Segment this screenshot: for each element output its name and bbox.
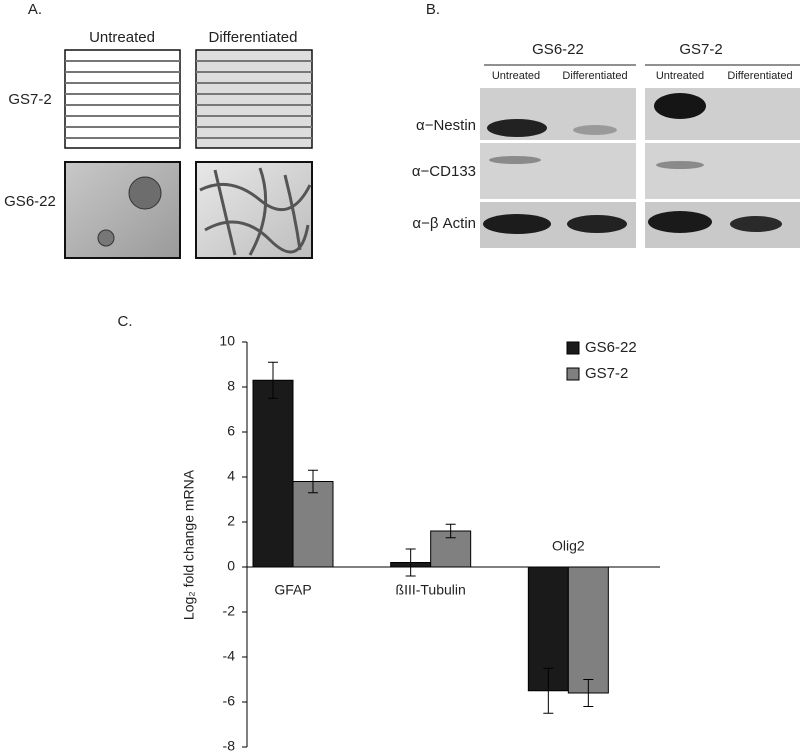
error-bar [268, 361, 278, 399]
row-label: GS6-22 [4, 193, 56, 210]
band [730, 216, 782, 232]
column-header: Differentiated [727, 70, 792, 82]
panel-label: C. [118, 313, 133, 330]
band [573, 125, 617, 135]
band [648, 211, 712, 233]
column-header: Untreated [89, 29, 155, 46]
chart: -8 -6 -4 -2 0 2 4 6 8 10 GFAP ßIII-Tubulin Olig2 GS6-… [219, 333, 660, 754]
band [487, 119, 547, 137]
bar [292, 481, 334, 568]
cell-sphere [128, 176, 162, 210]
band [489, 156, 541, 164]
y-tick-label: -8 [223, 738, 236, 754]
panel-label: A. [28, 1, 42, 18]
x-tick-label: Olig2 [552, 538, 585, 554]
micrograph [195, 161, 313, 259]
y-tick-label: -4 [223, 648, 236, 664]
image-frame [195, 49, 313, 149]
bar [567, 566, 609, 694]
legend-label: GS6-22 [585, 339, 637, 356]
error-bar [543, 667, 554, 714]
row-label: GS7-2 [8, 91, 51, 108]
band [656, 161, 704, 169]
row-label: α−Nestin [416, 117, 476, 134]
x-tick-label: GFAP [274, 582, 311, 598]
y-tick-label: 10 [219, 333, 235, 349]
blots [480, 88, 800, 248]
group-header: GS7-2 [679, 41, 722, 58]
legend-swatch [566, 367, 580, 381]
column-header: Untreated [492, 70, 540, 82]
blot [480, 143, 636, 199]
y-tick-label: 8 [227, 378, 235, 394]
column-header: Differentiated [562, 70, 627, 82]
column-header: Untreated [656, 70, 704, 82]
micrograph [64, 161, 181, 259]
y-tick-label: 2 [227, 513, 235, 529]
bar [252, 379, 294, 568]
panel-b: B. GS6-22 Untreated Differentiated GS7-2… [412, 1, 800, 248]
row-label: α−β Actin [412, 215, 476, 232]
y-tick-label: 6 [227, 423, 235, 439]
row-label: α−CD133 [412, 163, 476, 180]
band [567, 215, 627, 233]
x-tick-label: ßIII-Tubulin [396, 582, 466, 598]
column-header: Differentiated [209, 29, 298, 46]
legend-label: GS7-2 [585, 365, 628, 382]
y-tick-label: -2 [223, 603, 236, 619]
y-tick-label: 0 [227, 558, 235, 574]
error-bar [445, 523, 456, 539]
y-axis-label: Log₂ fold change mRNA [181, 469, 197, 620]
error-bar [308, 469, 318, 494]
error-bar [405, 548, 416, 577]
band [654, 93, 706, 119]
error-bar [583, 679, 594, 707]
band [483, 214, 551, 234]
group-header: GS6-22 [532, 41, 584, 58]
cell-processes [199, 167, 312, 256]
cell-sphere [97, 229, 115, 247]
y-tick-label: -6 [223, 693, 236, 709]
y-tick-label: 4 [227, 468, 235, 484]
legend-swatch [566, 341, 580, 355]
image-frame [64, 49, 181, 149]
panel-label: B. [426, 1, 440, 18]
image-stripes [64, 49, 313, 149]
panel-a: A. Untreated Differentiated GS7-2 GS6-22 [4, 1, 313, 259]
blot [645, 143, 800, 199]
